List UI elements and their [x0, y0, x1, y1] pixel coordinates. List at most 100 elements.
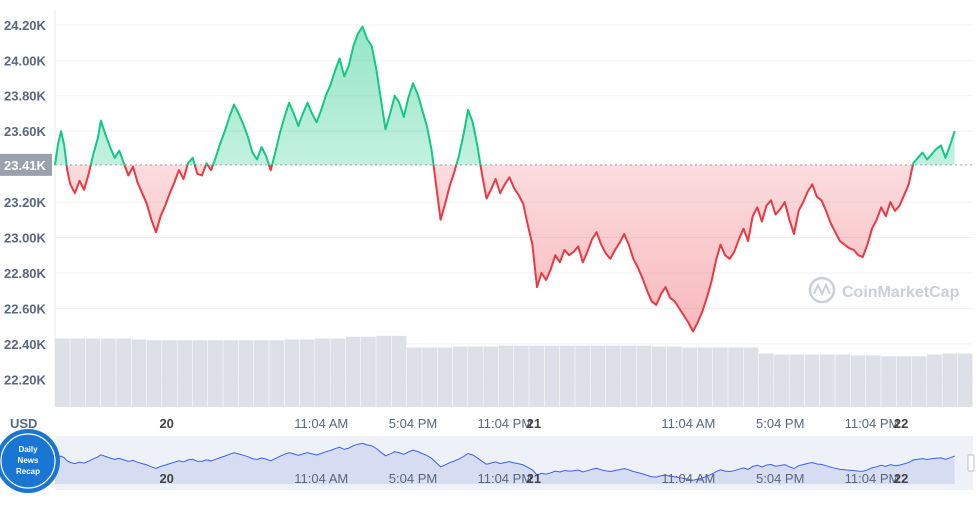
volume-bar: [162, 340, 177, 407]
volume-bar: [483, 346, 499, 407]
volume-bar: [177, 340, 193, 407]
x-tick-label: 11:04 AM: [661, 416, 715, 431]
volume-bar: [361, 336, 376, 407]
x-tick-label: 11:04 PM: [477, 416, 532, 431]
volume-bar: [192, 340, 208, 407]
volume-bar: [605, 345, 621, 407]
price-line-down: [54, 164, 914, 333]
navigator-x-tick-label: 11:04 AM: [661, 471, 715, 486]
volume-bar: [253, 340, 269, 407]
volume-bar: [406, 347, 422, 407]
volume-bar: [728, 347, 743, 407]
volume-bar: [927, 354, 942, 407]
volume-bar: [911, 356, 927, 407]
volume-bar: [100, 338, 116, 407]
navigator-x-tick-label: 11:04 PM: [845, 471, 900, 486]
baseline-price-tag: 23.41K: [0, 153, 52, 176]
volume-bar: [315, 338, 330, 407]
x-tick-label: 11:04 PM: [845, 416, 900, 431]
y-tick-label: 24.00K: [4, 53, 47, 68]
price-area-down: [55, 164, 955, 332]
volume-bar: [452, 346, 468, 407]
y-tick-label: 23.60K: [4, 124, 47, 139]
y-axis-labels: 24.20K 24.00K 23.80K 23.60K 23.20K 23.00K 22.8…: [4, 18, 47, 387]
navigator-line: [54, 442, 955, 484]
volume-bar: [804, 354, 820, 407]
volume-bar: [559, 345, 575, 407]
price-line: [54, 25, 956, 333]
daily-news-recap-badge: Daily News Recap: [0, 429, 60, 493]
currency-label: USD: [10, 416, 37, 431]
coinmarketcap-logo-mark-icon: [813, 282, 831, 297]
navigator-x-tick-label: 11:04 AM: [294, 471, 348, 486]
x-tick-label: 21: [527, 416, 541, 431]
volume-bar: [70, 338, 86, 407]
price-area: [55, 26, 955, 332]
volume-bar: [835, 354, 851, 407]
y-tick-label: 22.60K: [4, 301, 47, 316]
volume-bar: [146, 340, 162, 407]
volume-bar: [55, 338, 70, 407]
coinmarketcap-watermark: CoinMarketCap: [808, 276, 960, 304]
y-tick-label: 23.00K: [4, 231, 47, 246]
volume-bar: [575, 345, 590, 407]
volume-bar: [682, 347, 698, 407]
volume-bar: [269, 340, 284, 407]
volume-bar: [238, 340, 254, 407]
volume-bar: [590, 345, 606, 407]
volume-bars: [55, 335, 973, 407]
navigator-area: [55, 443, 955, 484]
y-tick-label: 23.20K: [4, 195, 47, 210]
volume-bar: [208, 340, 223, 407]
volume-bar: [345, 336, 361, 407]
volume-bar: [758, 353, 774, 407]
volume-bar: [131, 339, 147, 407]
volume-bar: [743, 347, 759, 407]
volume-bar: [544, 345, 560, 407]
y-tick-label: 22.40K: [4, 337, 47, 352]
volume-bar: [865, 355, 881, 407]
volume-bar: [330, 338, 346, 407]
navigator-x-tick-label: 5:04 PM: [389, 471, 437, 486]
volume-bar: [223, 340, 239, 407]
volume-bar: [881, 356, 896, 407]
navigator-x-tick-label: 22: [894, 471, 908, 486]
navigator-price-line: [54, 442, 955, 481]
navigator-x-tick-label: 20: [159, 471, 173, 486]
navigator-x-tick-label: 5:04 PM: [756, 471, 804, 486]
navigator-right-handle[interactable]: [967, 454, 975, 472]
coinmarketcap-logo-icon: [808, 276, 836, 304]
volume-bar: [621, 345, 636, 407]
volume-bar: [636, 345, 652, 407]
navigator-x-tick-label: 11:04 PM: [477, 471, 532, 486]
volume-bar: [789, 354, 805, 407]
volume-bar: [391, 335, 407, 407]
baseline-tag-background: [0, 153, 52, 176]
volume-bar: [942, 353, 958, 407]
badge-line-2: News: [18, 456, 39, 465]
volume-bar: [514, 345, 529, 407]
badge-line-3: Recap: [16, 467, 40, 476]
badge-circle: [0, 429, 60, 493]
volume-bar: [468, 346, 483, 407]
volume-bar: [529, 345, 545, 407]
x-tick-label: 22: [894, 416, 908, 431]
y-tick-label: 23.80K: [4, 89, 47, 104]
volume-bar: [712, 347, 728, 407]
watermark-text: CoinMarketCap: [842, 284, 960, 301]
badge-line-1: Daily: [18, 445, 38, 454]
y-tick-label: 22.20K: [4, 372, 47, 387]
volume-bar: [299, 339, 315, 407]
x-tick-label: 5:04 PM: [389, 416, 437, 431]
volume-bar: [498, 345, 514, 407]
volume-bar: [774, 354, 789, 407]
volume-bar: [850, 355, 866, 407]
volume-bar: [651, 346, 667, 407]
badge-ring: [0, 433, 56, 489]
x-tick-label: 5:04 PM: [756, 416, 804, 431]
volume-bar: [667, 346, 682, 407]
